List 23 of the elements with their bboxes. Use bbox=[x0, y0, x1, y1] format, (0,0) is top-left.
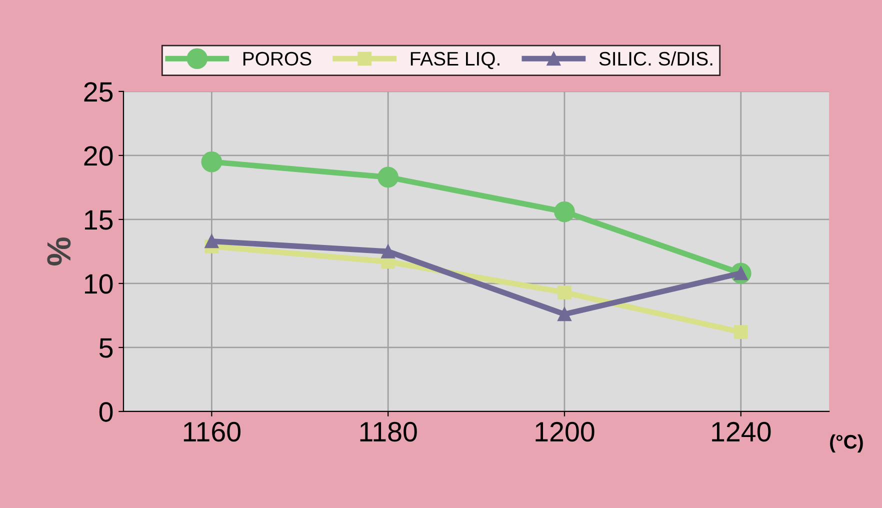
legend-label: POROS bbox=[243, 52, 312, 66]
point bbox=[378, 166, 398, 188]
x-tick-label: 1180 bbox=[360, 422, 417, 442]
point bbox=[558, 285, 572, 300]
point bbox=[734, 325, 748, 340]
y-tick-label: 10 bbox=[84, 274, 113, 294]
x-axis-title: (°C) bbox=[830, 434, 863, 453]
x-tick-label: 1160 bbox=[184, 422, 240, 442]
legend-label: FASE LIQ. bbox=[410, 52, 500, 70]
point bbox=[381, 244, 396, 258]
legend-label: SILIC. S/DIS. bbox=[599, 51, 712, 66]
y-tick-label: 25 bbox=[84, 82, 113, 102]
point bbox=[204, 234, 219, 248]
point bbox=[554, 201, 575, 222]
point bbox=[558, 307, 572, 322]
x-tick-label: 1200 bbox=[536, 422, 594, 442]
y-tick-label: 5 bbox=[99, 338, 113, 358]
y-axis-title: % bbox=[47, 238, 71, 266]
y-tick-label: 15 bbox=[84, 210, 113, 230]
point bbox=[201, 151, 222, 172]
x-tick-label: 1240 bbox=[712, 422, 771, 442]
y-tick-label: 0 bbox=[99, 402, 113, 422]
y-tick-label: 20 bbox=[84, 146, 113, 166]
